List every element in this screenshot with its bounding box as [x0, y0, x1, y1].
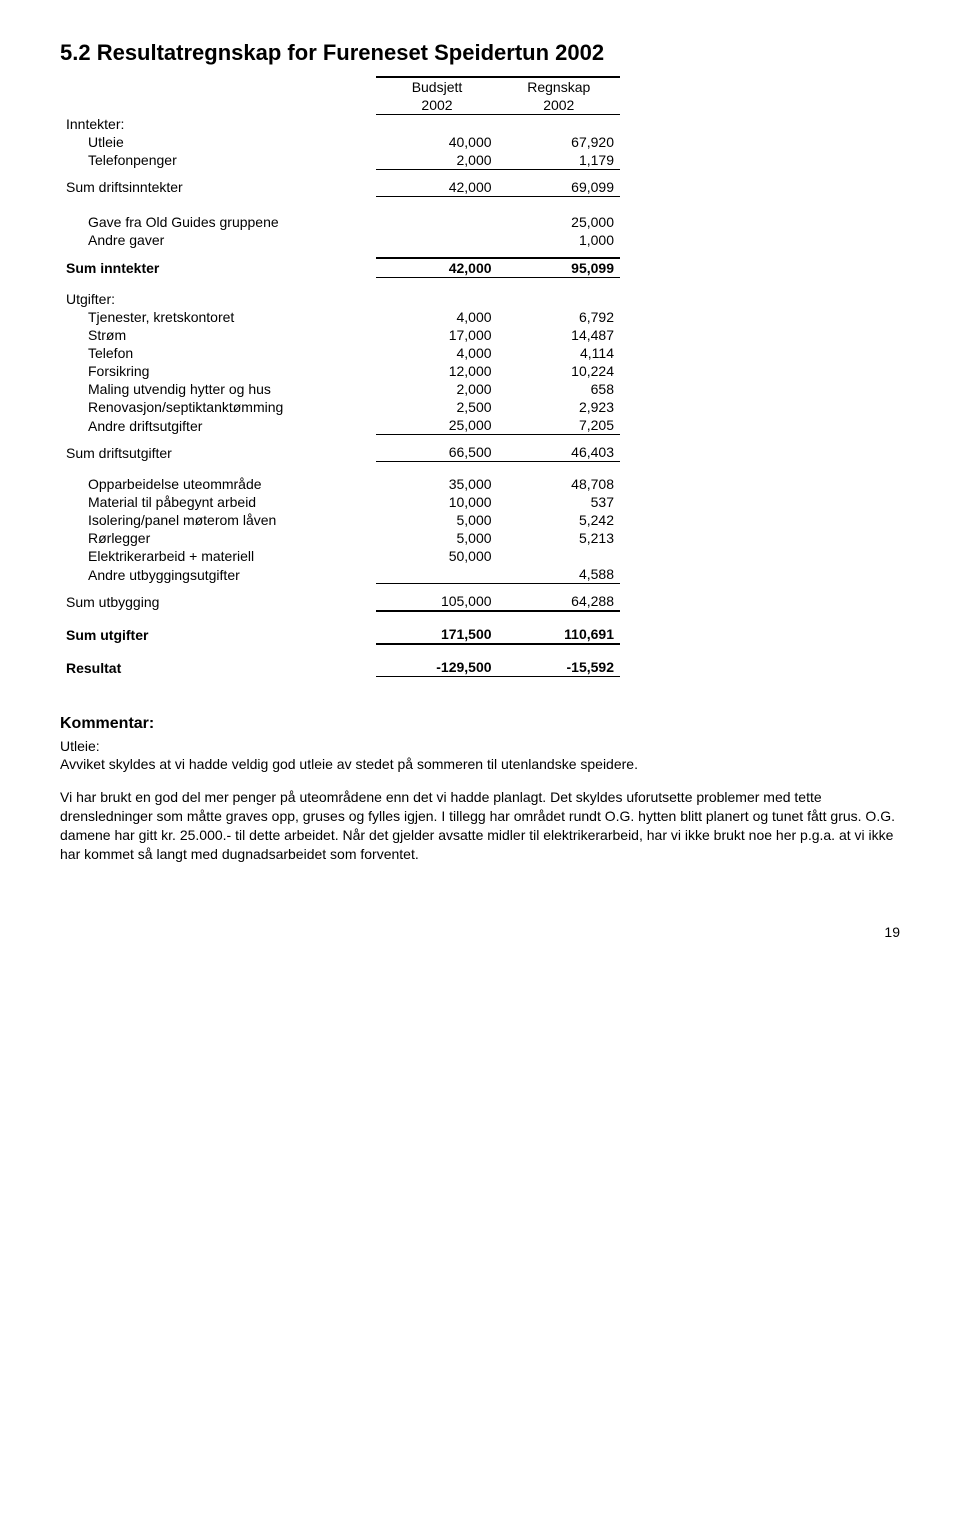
row-label: Maling utvendig hytter og hus — [60, 380, 376, 398]
row-label: Telefonpenger — [60, 151, 376, 170]
row-b: 40,000 — [376, 133, 497, 151]
sum-build-label: Sum utbygging — [60, 592, 376, 611]
row-label: Tjenester, kretskontoret — [60, 308, 376, 326]
col-actual: Regnskap — [498, 77, 620, 96]
row-a — [498, 547, 620, 565]
comments-p2: Vi har brukt en god del mer penger på ut… — [60, 788, 900, 864]
income-title: Inntekter: — [60, 115, 376, 133]
sum-expenses-label: Sum utgifter — [60, 611, 376, 644]
col-year-1: 2002 — [376, 96, 497, 115]
row-b: 50,000 — [376, 547, 497, 565]
row-label: Telefon — [60, 344, 376, 362]
result-a: -15,592 — [498, 644, 620, 677]
row-label: Andre gaver — [60, 231, 376, 249]
row-label: Opparbeidelse uteommråde — [60, 462, 376, 494]
sum-income-a: 95,099 — [498, 258, 620, 278]
row-b: 25,000 — [376, 416, 497, 435]
row-b: 2,500 — [376, 398, 497, 416]
row-label: Isolering/panel møterom låven — [60, 511, 376, 529]
row-a: 1,179 — [498, 151, 620, 170]
row-a: 25,000 — [498, 213, 620, 231]
row-a: 1,000 — [498, 231, 620, 249]
row-a: 2,923 — [498, 398, 620, 416]
row-label: Material til påbegynt arbeid — [60, 493, 376, 511]
row-label: Andre utbyggingsutgifter — [60, 565, 376, 584]
row-label: Utleie — [60, 133, 376, 151]
row-b — [376, 565, 497, 584]
expenses-title: Utgifter: — [60, 277, 376, 308]
sum-income-label: Sum inntekter — [60, 258, 376, 278]
row-b: 35,000 — [376, 462, 497, 494]
sum-drifts-income-label: Sum driftsinntekter — [60, 178, 376, 197]
row-b: 12,000 — [376, 362, 497, 380]
row-b: 5,000 — [376, 511, 497, 529]
row-a: 4,114 — [498, 344, 620, 362]
row-a: 7,205 — [498, 416, 620, 435]
row-a: 537 — [498, 493, 620, 511]
row-label: Gave fra Old Guides gruppene — [60, 213, 376, 231]
col-budget: Budsjett — [376, 77, 497, 96]
row-b — [376, 213, 497, 231]
sum-drifts-income-a: 69,099 — [498, 178, 620, 197]
row-a: 4,588 — [498, 565, 620, 584]
result-table: Budsjett Regnskap 2002 2002 Inntekter: U… — [60, 76, 620, 677]
row-b: 2,000 — [376, 151, 497, 170]
row-a: 10,224 — [498, 362, 620, 380]
row-a: 14,487 — [498, 326, 620, 344]
comments-utleie-label: Utleie: — [60, 737, 900, 756]
result-b: -129,500 — [376, 644, 497, 677]
sum-expenses-a: 110,691 — [498, 611, 620, 644]
page-heading: 5.2 Resultatregnskap for Fureneset Speid… — [60, 40, 900, 66]
row-label: Forsikring — [60, 362, 376, 380]
row-b: 4,000 — [376, 308, 497, 326]
row-label: Andre driftsutgifter — [60, 416, 376, 435]
result-label: Resultat — [60, 644, 376, 677]
row-label: Elektrikerarbeid + materiell — [60, 547, 376, 565]
row-a: 5,242 — [498, 511, 620, 529]
row-label: Renovasjon/septiktanktømming — [60, 398, 376, 416]
sum-build-a: 64,288 — [498, 592, 620, 611]
row-b: 2,000 — [376, 380, 497, 398]
comments: Kommentar: Utleie: Avviket skyldes at vi… — [60, 713, 900, 864]
row-label: Rørlegger — [60, 529, 376, 547]
row-a: 6,792 — [498, 308, 620, 326]
sum-income-b: 42,000 — [376, 258, 497, 278]
page-number: 19 — [60, 924, 900, 940]
row-b: 5,000 — [376, 529, 497, 547]
row-label: Strøm — [60, 326, 376, 344]
row-b: 17,000 — [376, 326, 497, 344]
row-b: 4,000 — [376, 344, 497, 362]
row-b — [376, 231, 497, 249]
sum-drifts-exp-label: Sum driftsutgifter — [60, 443, 376, 462]
sum-expenses-b: 171,500 — [376, 611, 497, 644]
comments-title: Kommentar: — [60, 713, 900, 735]
row-a: 48,708 — [498, 462, 620, 494]
row-b: 10,000 — [376, 493, 497, 511]
sum-drifts-income-b: 42,000 — [376, 178, 497, 197]
sum-drifts-exp-b: 66,500 — [376, 443, 497, 462]
col-year-2: 2002 — [498, 96, 620, 115]
row-a: 5,213 — [498, 529, 620, 547]
row-a: 67,920 — [498, 133, 620, 151]
sum-drifts-exp-a: 46,403 — [498, 443, 620, 462]
comments-p1: Avviket skyldes at vi hadde veldig god u… — [60, 755, 900, 774]
sum-build-b: 105,000 — [376, 592, 497, 611]
row-a: 658 — [498, 380, 620, 398]
